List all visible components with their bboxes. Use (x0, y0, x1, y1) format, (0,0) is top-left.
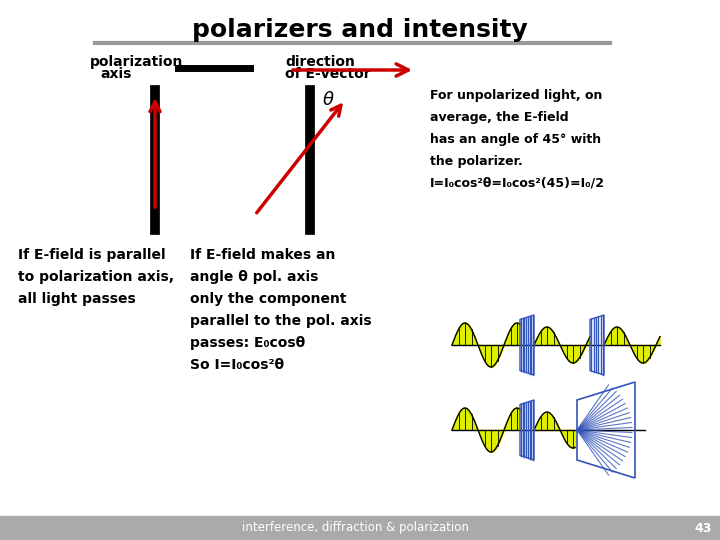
Text: $\theta$: $\theta$ (322, 91, 335, 109)
Bar (0, 516, 720, 540)
Text: If E-field makes an: If E-field makes an (190, 248, 336, 262)
Text: So I=I₀cos²θ: So I=I₀cos²θ (190, 358, 284, 372)
Text: I=I₀cos²θ=I₀cos²(45)=I₀/2: I=I₀cos²θ=I₀cos²(45)=I₀/2 (430, 177, 605, 190)
Text: interference, diffraction & polarization: interference, diffraction & polarization (242, 522, 469, 535)
Text: angle θ pol. axis: angle θ pol. axis (190, 270, 318, 284)
Text: polarization: polarization (90, 55, 184, 69)
Text: parallel to the pol. axis: parallel to the pol. axis (190, 314, 372, 328)
Text: 43: 43 (694, 522, 711, 535)
Text: to polarization axis,: to polarization axis, (18, 270, 174, 284)
Text: axis: axis (100, 67, 131, 81)
Text: the polarizer.: the polarizer. (430, 154, 523, 167)
Text: direction: direction (285, 55, 355, 69)
Text: of E-vector: of E-vector (285, 67, 371, 81)
Text: passes: E₀cosθ: passes: E₀cosθ (190, 336, 305, 350)
Text: only the component: only the component (190, 292, 346, 306)
Text: If E-field is parallel: If E-field is parallel (18, 248, 166, 262)
Text: all light passes: all light passes (18, 292, 136, 306)
Text: For unpolarized light, on: For unpolarized light, on (430, 89, 603, 102)
Text: has an angle of 45° with: has an angle of 45° with (430, 132, 601, 145)
Text: polarizers and intensity: polarizers and intensity (192, 18, 528, 42)
Text: average, the E-field: average, the E-field (430, 111, 569, 124)
